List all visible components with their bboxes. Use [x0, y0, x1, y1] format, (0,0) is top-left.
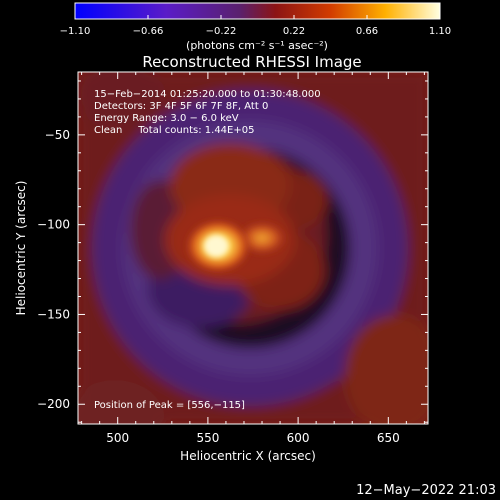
- colorbar-unit-label: (photons cm⁻² s⁻¹ asec⁻²): [186, 39, 328, 52]
- annotation-time-range: 15−Feb−2014 01:25:20.000 to 01:30:48.000: [94, 89, 321, 100]
- y-tick-label: −200: [37, 397, 70, 411]
- plot-area: [78, 72, 428, 424]
- colorbar-tick-label: −1.10: [60, 26, 91, 37]
- colorbar-frame: [74, 2, 441, 20]
- axis-ticks: 500 550 600 650 −50 −100 −150 −200: [37, 72, 428, 445]
- annotation-block: 15−Feb−2014 01:25:20.000 to 01:30:48.000…: [94, 89, 321, 136]
- annotation-clean-counts: Clean Total counts: 1.44E+05: [94, 125, 254, 136]
- annotation-detectors: Detectors: 3F 4F 5F 6F 7F 8F, Att 0: [94, 101, 268, 112]
- colorbar-ticks: −1.10 −0.66 −0.22 0.22 0.66 1.10: [60, 15, 451, 37]
- colorbar-tick-label: −0.66: [133, 26, 164, 37]
- annotation-energy-range: Energy Range: 3.0 − 6.0 keV: [94, 113, 239, 124]
- colorbar-tick-label: 1.10: [429, 26, 451, 37]
- colorbar-tick-label: 0.66: [356, 26, 378, 37]
- plot-frame: [77, 71, 429, 425]
- footer-timestamp: 12−May−2022 21:03: [356, 483, 496, 498]
- x-axis-label: Heliocentric X (arcsec): [180, 449, 316, 463]
- colorbar-tick-label: 0.22: [283, 26, 305, 37]
- peak-position-label: Position of Peak = [556,−115]: [94, 400, 245, 411]
- chart-title: Reconstructed RHESSI Image: [142, 53, 361, 71]
- x-tick-label: 650: [377, 431, 400, 445]
- y-tick-label: −100: [37, 218, 70, 232]
- colorbar-tick-label: −0.22: [206, 26, 237, 37]
- x-tick-label: 500: [106, 431, 129, 445]
- x-tick-label: 550: [196, 431, 219, 445]
- colorbar: [75, 3, 440, 19]
- y-axis-label: Heliocentric Y (arcsec): [14, 181, 28, 316]
- y-tick-label: −150: [37, 307, 70, 321]
- y-tick-label: −50: [45, 128, 70, 142]
- x-tick-label: 600: [287, 431, 310, 445]
